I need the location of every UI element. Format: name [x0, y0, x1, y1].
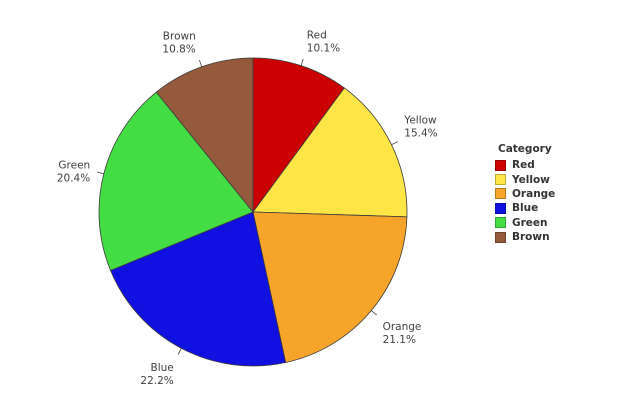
legend-item-brown: Brown — [495, 230, 555, 244]
slice-value-blue: 22.2% — [140, 375, 173, 387]
pie-slice-green — [98, 91, 254, 272]
legend: Category Red Yellow Orange Blue Green Brown — [495, 143, 555, 244]
slice-label-brown: Brown — [163, 30, 196, 42]
slice-value-red: 10.1% — [307, 42, 340, 54]
legend-item-blue: Blue — [495, 201, 555, 215]
slice-value-brown: 10.8% — [162, 43, 195, 55]
leader-line-red — [300, 58, 304, 66]
slice-label-orange: Orange — [383, 321, 422, 333]
slice-label-green: Green — [58, 160, 90, 172]
slice-value-orange: 21.1% — [383, 334, 416, 346]
legend-swatch-yellow — [495, 174, 506, 186]
slice-value-green: 20.4% — [57, 173, 90, 185]
legend-label-orange: Orange — [512, 187, 556, 200]
legend-label-blue: Blue — [512, 202, 539, 215]
legend-item-yellow: Yellow — [495, 172, 555, 186]
legend-swatch-blue — [495, 202, 506, 214]
slice-label-yellow: Yellow — [403, 114, 437, 126]
legend-label-yellow: Yellow — [512, 173, 550, 186]
leader-line-green — [96, 171, 104, 175]
slice-label-blue: Blue — [151, 362, 174, 374]
pie-slice-blue — [110, 211, 287, 367]
pie-slice-yellow — [252, 87, 408, 218]
legend-swatch-green — [495, 217, 506, 229]
legend-item-orange: Orange — [495, 187, 555, 201]
leader-line-brown — [199, 60, 203, 67]
pie-slice-brown — [155, 57, 254, 214]
legend-swatch-brown — [495, 231, 506, 243]
legend-item-red: Red — [495, 158, 555, 172]
legend-items: Red Yellow Orange Blue Green Brown — [495, 158, 555, 244]
leader-line-orange — [371, 310, 377, 316]
legend-label-red: Red — [512, 159, 535, 172]
leader-line-blue — [177, 348, 182, 355]
legend-swatch-red — [495, 159, 506, 171]
slice-value-yellow: 15.4% — [404, 127, 437, 139]
leader-line-yellow — [391, 141, 398, 146]
legend-title: Category — [498, 143, 552, 155]
legend-swatch-orange — [495, 188, 506, 200]
pie-slices — [98, 57, 408, 367]
pie-slice-orange — [252, 211, 408, 363]
legend-label-green: Green — [512, 216, 548, 229]
legend-item-green: Green — [495, 216, 555, 230]
slice-label-red: Red — [307, 29, 327, 41]
legend-label-brown: Brown — [512, 231, 550, 244]
